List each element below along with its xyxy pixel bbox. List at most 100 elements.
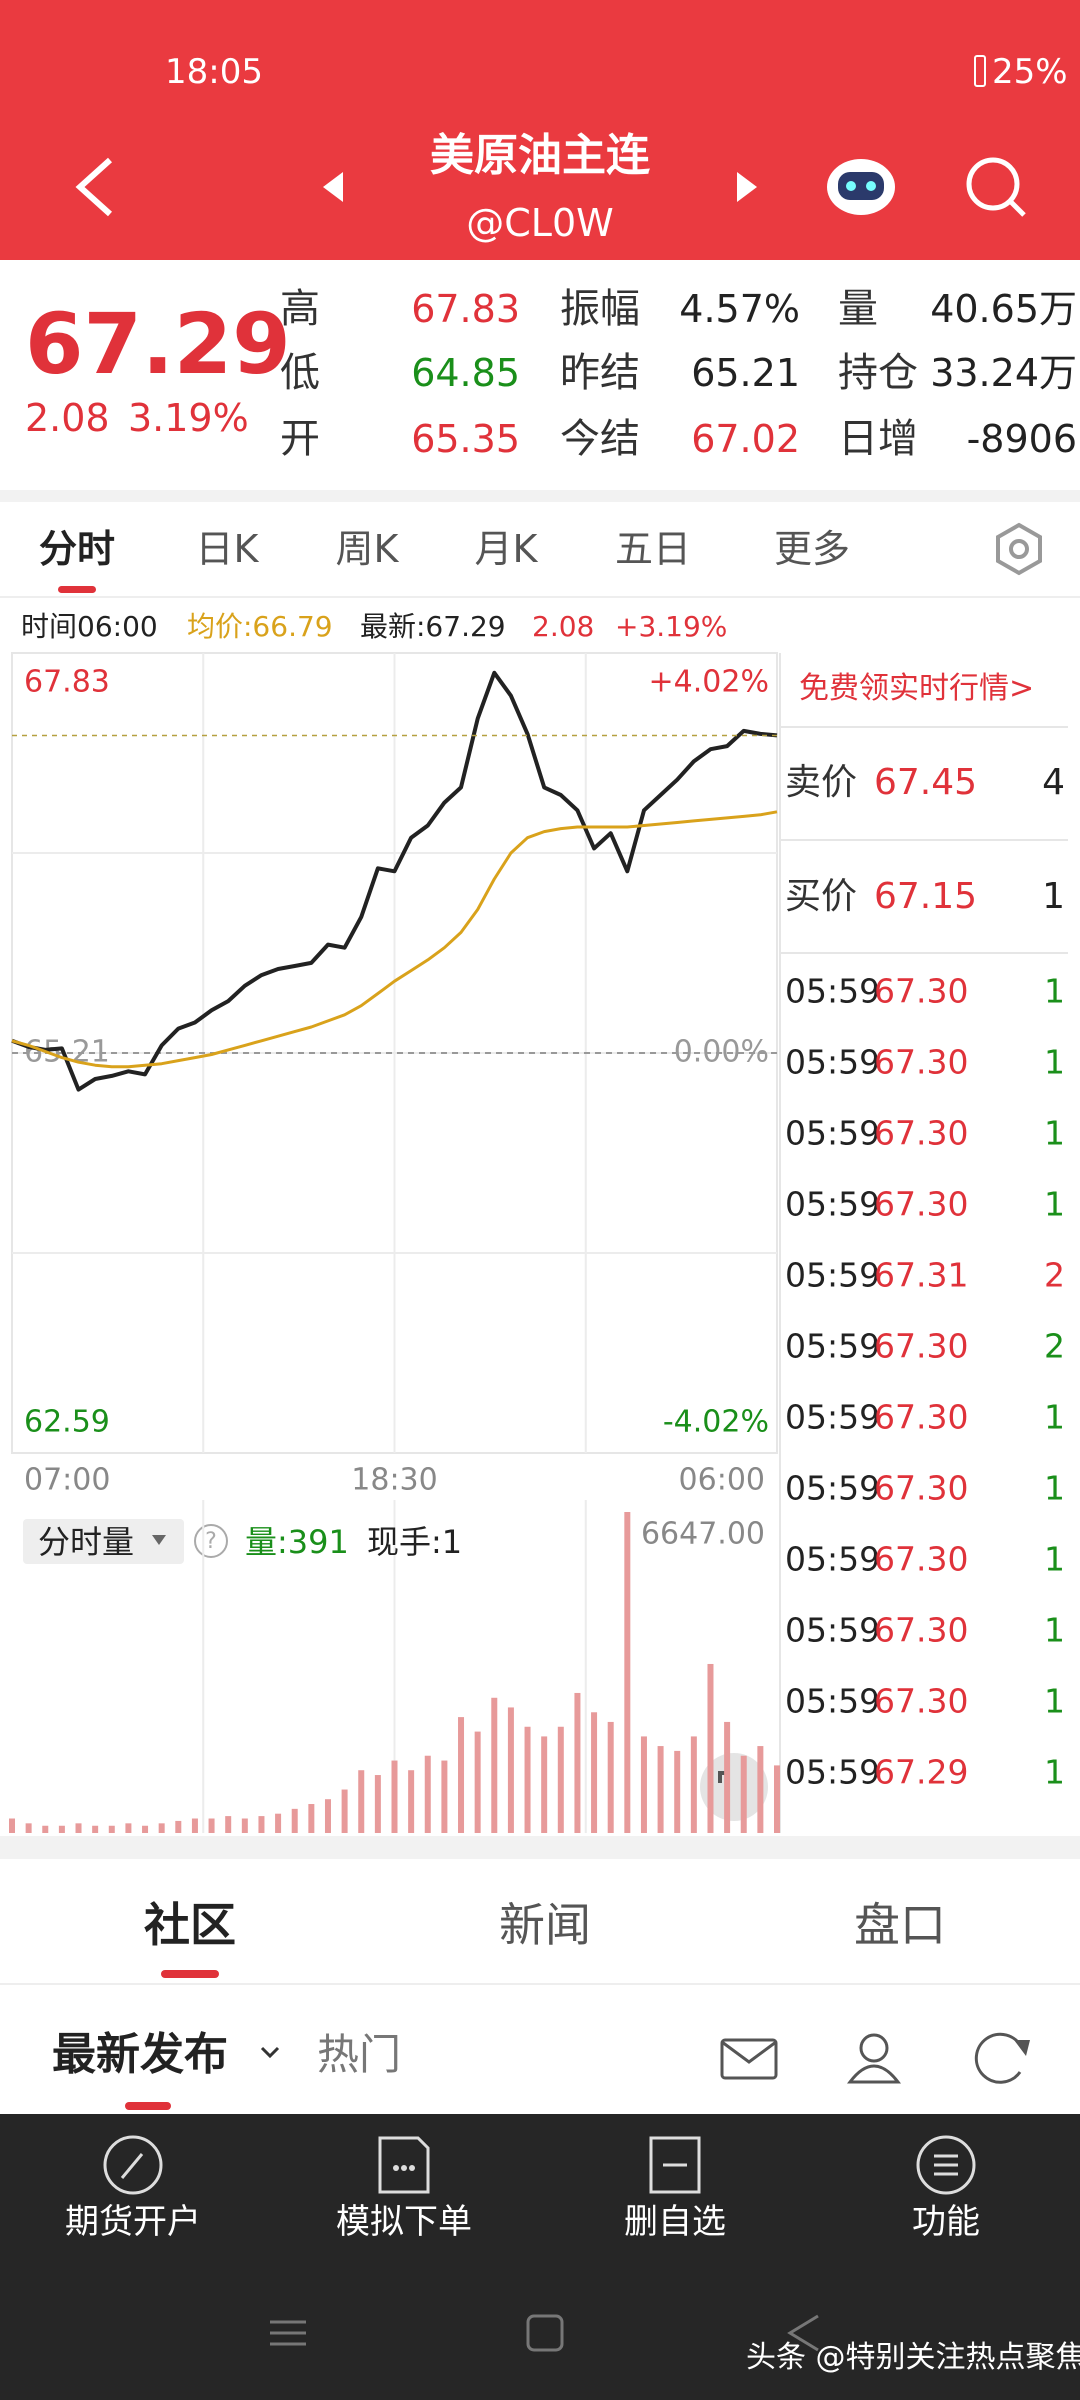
nav-item[interactable]: 模拟下单: [336, 2202, 472, 2242]
remove-icon[interactable]: [649, 2136, 701, 2194]
volume-bar: [75, 1823, 82, 1833]
feed-tab[interactable]: 热门: [317, 2030, 402, 2079]
volume-bar: [774, 1765, 780, 1833]
volume-bar: [707, 1663, 714, 1833]
help-icon: ?: [205, 1529, 217, 1554]
trade-qty: 1: [1044, 1539, 1065, 1579]
message-icon[interactable]: [720, 2038, 778, 2080]
back-nav[interactable]: [787, 2314, 819, 2352]
trade-time: 05:59: [785, 1752, 881, 1792]
trade-price: 67.30: [874, 1042, 969, 1082]
book-qty: 4: [1042, 762, 1065, 803]
function-icon[interactable]: [916, 2135, 976, 2195]
instrument-code: @CL0W: [466, 201, 614, 245]
volume-bar: [208, 1818, 215, 1833]
volume-selector[interactable]: [23, 1519, 184, 1564]
tab-indicator: [125, 2102, 171, 2110]
price-line: [11, 810, 778, 1069]
volume-bar: [258, 1816, 265, 1833]
trade-qty: 2: [1044, 1255, 1065, 1295]
volume-bar: [225, 1816, 232, 1833]
robot-icon[interactable]: [827, 159, 895, 215]
stat-label: 量: [838, 286, 878, 332]
gap: [0, 1836, 1080, 1859]
account-icon[interactable]: [103, 2135, 163, 2195]
book-label: 卖价: [785, 762, 858, 803]
trade-time: 05:59: [785, 1681, 881, 1721]
volume-bar: [308, 1804, 315, 1833]
volume-bar: [424, 1755, 431, 1833]
last-price: 67.29: [25, 295, 291, 393]
book-price: 67.45: [874, 762, 978, 803]
back-button[interactable]: [75, 157, 113, 217]
volume-bar: [125, 1823, 132, 1833]
community-tab[interactable]: 社区: [144, 1898, 236, 1952]
battery-level: 25%: [992, 52, 1068, 92]
gap: [0, 490, 1080, 502]
chart-tab[interactable]: 日K: [195, 527, 259, 571]
current-hand: 现手:1: [367, 1523, 463, 1561]
nav-item[interactable]: 功能: [912, 2202, 980, 2242]
help-icon[interactable]: [194, 1524, 228, 1558]
stat-value: 4.57%: [679, 287, 800, 331]
feed-tab[interactable]: 最新发布: [52, 2029, 228, 2080]
stat-value: 64.85: [411, 351, 520, 395]
stat-label: 低: [280, 350, 320, 396]
profile-icon[interactable]: [846, 2033, 902, 2084]
account-icon: [120, 2153, 144, 2179]
volume-bar: [58, 1825, 65, 1833]
stat-label: 日增: [838, 416, 918, 462]
trade-time: 05:59: [785, 1255, 881, 1295]
stat-value: 67.83: [411, 287, 520, 331]
trade-time: 05:59: [785, 1042, 881, 1082]
community-tab[interactable]: 盘口: [854, 1898, 946, 1952]
expand-button[interactable]: [700, 1753, 768, 1821]
divider: [0, 596, 1080, 598]
search-icon[interactable]: [966, 157, 1026, 217]
chart-tab[interactable]: 五日: [614, 527, 692, 571]
next-button[interactable]: [737, 172, 757, 202]
trade-price: 67.30: [874, 971, 969, 1011]
tab-indicator: [58, 586, 96, 593]
chart-tab[interactable]: 周K: [335, 527, 399, 571]
trade-qty: 1: [1044, 1468, 1065, 1508]
community-tab[interactable]: 新闻: [499, 1898, 591, 1952]
settings-icon[interactable]: [990, 520, 1048, 578]
chart-tab[interactable]: 月K: [474, 527, 538, 571]
volume-bar: [740, 1755, 747, 1833]
trade-price: 67.30: [874, 1539, 969, 1579]
volume-bar: [142, 1825, 149, 1833]
home-button[interactable]: [526, 2314, 564, 2352]
volume-bar: [591, 1712, 598, 1833]
trade-price: 67.30: [874, 1468, 969, 1508]
volume-bar: [624, 1512, 631, 1833]
info-latest: 最新:67.29: [360, 610, 506, 643]
nav-item[interactable]: 期货开户: [65, 2202, 201, 2242]
x-tick-label: 06:00: [679, 1463, 765, 1498]
trade-time: 05:59: [785, 1468, 881, 1508]
trade-qty: 1: [1044, 1113, 1065, 1153]
refresh-icon[interactable]: [974, 2032, 1030, 2084]
promo-link[interactable]: 免费领实时行情>: [799, 671, 1035, 706]
prev-button[interactable]: [323, 172, 343, 202]
instrument-name: 美原油主连: [430, 130, 650, 181]
chart-tab[interactable]: 更多: [773, 527, 851, 571]
battery-icon: [974, 55, 986, 87]
y2-tick-label: -4.02%: [663, 1405, 769, 1440]
volume-bar: [657, 1746, 664, 1833]
header-bar: [0, 0, 1080, 260]
trade-price: 67.30: [874, 1397, 969, 1437]
volume-bar: [191, 1818, 198, 1833]
chart-tab[interactable]: 分时: [38, 527, 116, 571]
info-time: 时间06:00: [21, 610, 158, 643]
trade-price: 67.30: [874, 1113, 969, 1153]
volume-bar: [757, 1746, 764, 1833]
trade-qty: 1: [1044, 1184, 1065, 1224]
info-avg: 均价:66.79: [187, 610, 333, 643]
bottom-nav: [0, 2114, 1080, 2400]
trade-qty: 2: [1044, 1326, 1065, 1366]
price-line: [11, 670, 778, 1092]
nav-item[interactable]: 删自选: [624, 2202, 726, 2242]
simulate-icon[interactable]: [378, 2136, 430, 2194]
y2-tick-label: 0.00%: [674, 1035, 769, 1070]
